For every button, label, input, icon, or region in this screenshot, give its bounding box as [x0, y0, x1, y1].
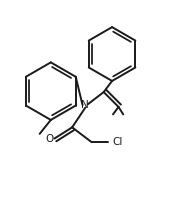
Text: N: N — [81, 100, 89, 110]
Text: Cl: Cl — [112, 137, 123, 147]
Text: O: O — [46, 134, 54, 144]
